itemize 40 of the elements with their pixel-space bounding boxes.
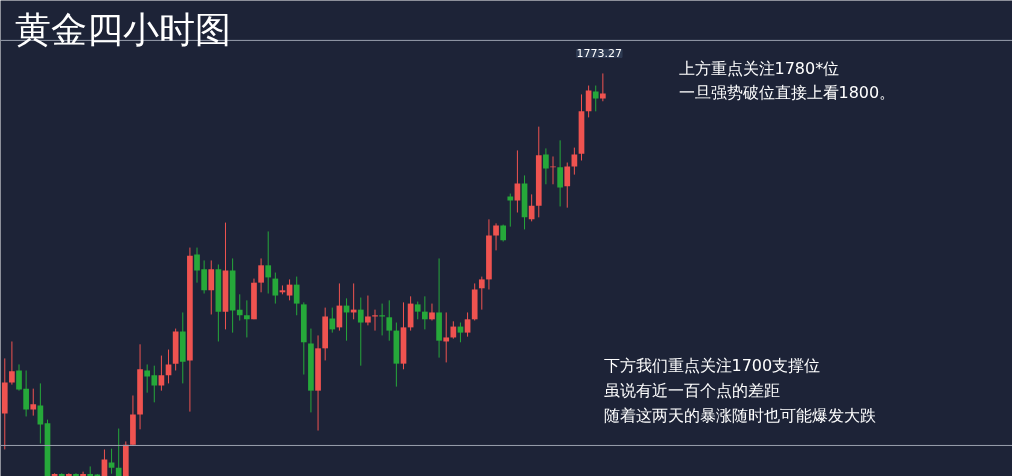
candlestick [66, 472, 72, 476]
candlestick [16, 363, 22, 392]
candlestick [464, 311, 471, 338]
candlestick [365, 295, 371, 326]
candlestick [564, 162, 571, 209]
candlestick [73, 472, 79, 476]
candlestick [108, 448, 115, 475]
candlestick [592, 85, 599, 112]
candlestick [528, 193, 535, 222]
candlestick [244, 299, 250, 338]
candlestick [543, 147, 549, 185]
candlestick [236, 293, 243, 322]
candlestick [258, 257, 264, 293]
candlestick [493, 222, 499, 251]
annotation: 随着这两天的暴涨随时也可能爆发大跌 [603, 405, 876, 425]
candlestick [571, 147, 578, 176]
candlestick [80, 471, 86, 476]
candlestick [422, 295, 428, 330]
candlestick [329, 307, 336, 334]
candlestick [265, 230, 272, 295]
text: 1773.27 [576, 47, 623, 61]
text: 一旦强势破位直接上看1800。 [678, 82, 896, 102]
candlestick [507, 193, 514, 228]
candlestick [386, 299, 393, 342]
text: 上方重点关注1780*位 [678, 58, 840, 78]
candlestick [293, 276, 300, 316]
candlestick [478, 276, 485, 311]
candlestick [115, 428, 122, 476]
candlestick [557, 139, 563, 207]
candlestick [443, 311, 450, 363]
chart-title: 黄金四小时图 [14, 8, 231, 50]
annotation: 虽说有近一百个点的差距 [603, 380, 780, 400]
candlestick [23, 370, 29, 417]
candlestick [357, 297, 364, 367]
candlestick [30, 388, 37, 417]
candlestick [272, 272, 279, 305]
candlestick [9, 340, 15, 386]
candlestick [429, 303, 435, 322]
candlestick [208, 259, 215, 315]
annotation: 下方我们重点关注1700支撑位 [603, 355, 821, 375]
